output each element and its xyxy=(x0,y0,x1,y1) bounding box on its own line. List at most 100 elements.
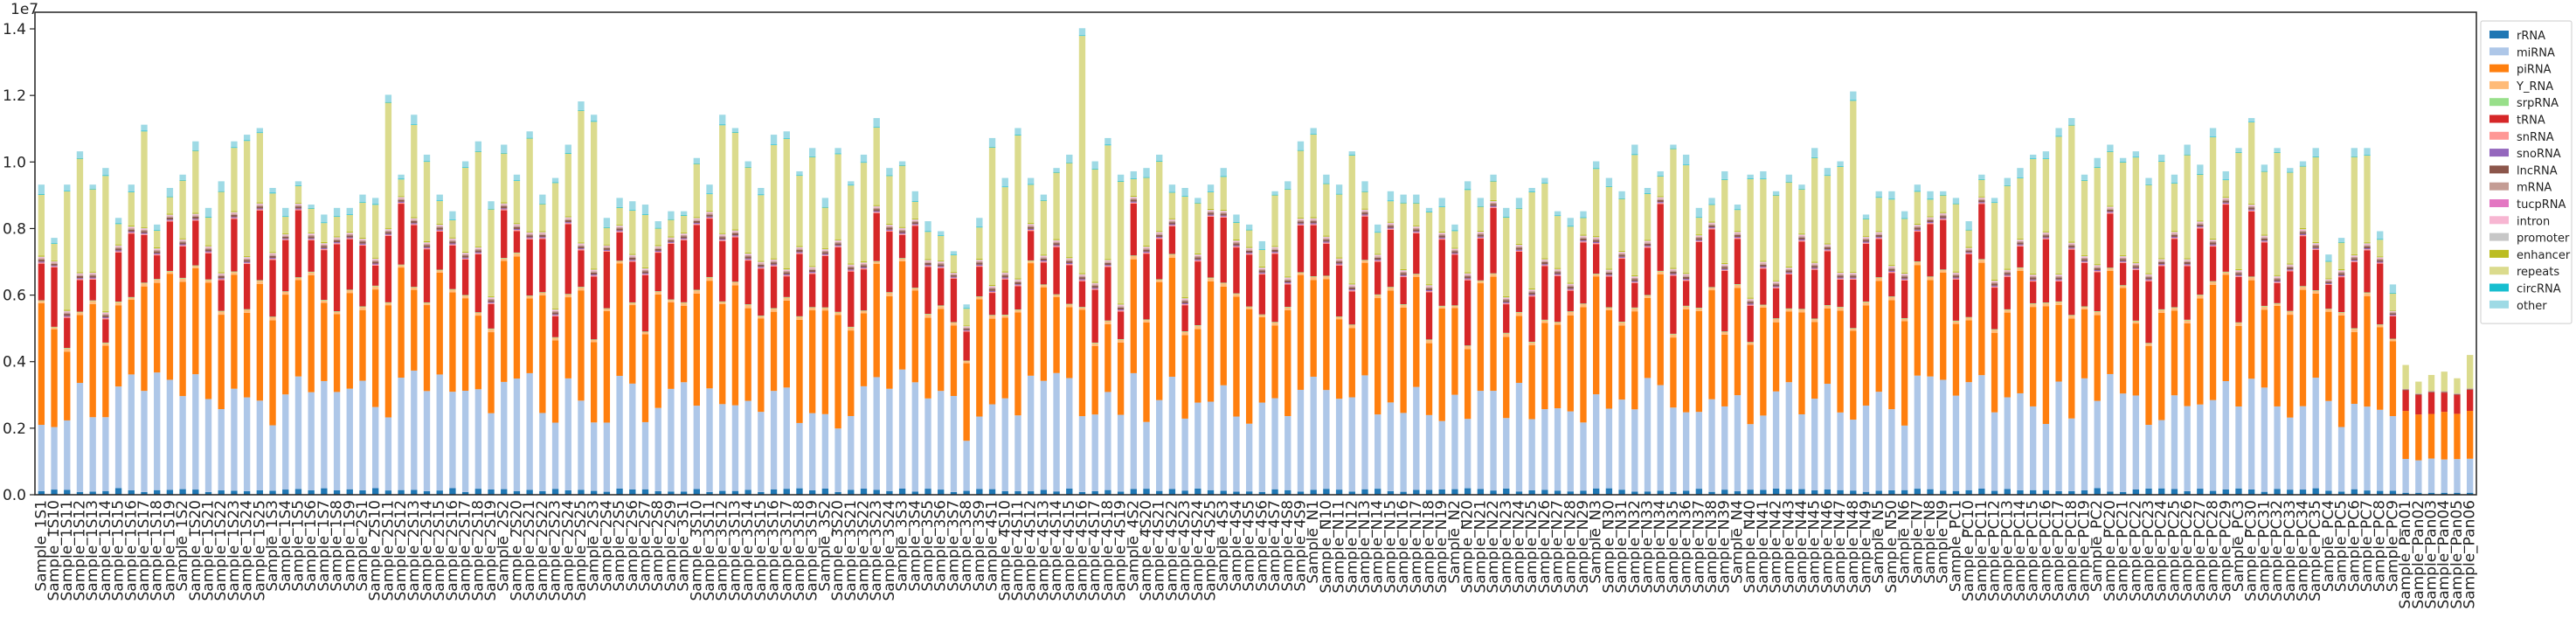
bar-segment-rRNA xyxy=(963,490,970,495)
bar-segment-tRNA xyxy=(89,279,96,301)
bar-segment-piRNA xyxy=(629,305,636,384)
bar-segment-repeats xyxy=(2312,156,2319,242)
bar-segment-tRNA xyxy=(128,233,135,297)
bar-segment-promoter xyxy=(449,238,456,240)
bar-segment-mRNA xyxy=(616,226,623,229)
bar-segment-srpRNA xyxy=(1978,259,1985,260)
bar-segment-snRNA xyxy=(539,238,546,240)
bar-segment-mRNA xyxy=(886,226,893,228)
bar-segment-piRNA xyxy=(1130,259,1137,373)
bar-segment-piRNA xyxy=(2197,298,2204,405)
bar-segment-enhancer xyxy=(1528,288,1535,290)
bar-segment-lncRNA xyxy=(2055,277,2062,280)
bar-segment-Y_RNA xyxy=(1040,285,1048,288)
bar-segment-snoRNA xyxy=(231,217,238,219)
bar-segment-repeats xyxy=(1195,203,1201,253)
bar-segment-enhancer xyxy=(513,223,521,225)
bar-segment-srpRNA xyxy=(76,311,84,313)
bar-segment-mRNA xyxy=(269,254,276,256)
bar-segment-circRNA xyxy=(1824,175,1832,177)
bar-segment-intron xyxy=(1991,281,1998,282)
bar-segment-snRNA xyxy=(1361,215,1368,217)
bar-segment-mRNA xyxy=(706,213,713,215)
bar-segment-promoter xyxy=(231,212,238,213)
x-tick-label: Sample_PC28 xyxy=(2205,500,2222,601)
bar-segment-tRNA xyxy=(256,210,264,281)
bar-segment-miRNA xyxy=(333,392,341,490)
bar-segment-mRNA xyxy=(744,255,751,257)
bar-segment-mRNA xyxy=(2197,223,2204,225)
bar-segment-snoRNA xyxy=(2364,247,2371,250)
bar-segment-piRNA xyxy=(2042,306,2050,424)
bar-segment-rRNA xyxy=(924,489,931,495)
bar-segment-piRNA xyxy=(2466,411,2474,459)
bar-segment-miRNA xyxy=(693,406,700,490)
bar-segment-tRNA xyxy=(1541,266,1548,320)
y-tick-label: 0.2 xyxy=(3,420,26,438)
x-tick-label: Sample_3S20 xyxy=(829,500,847,601)
bar-segment-snoRNA xyxy=(1156,237,1163,239)
bar-segment-piRNA xyxy=(474,316,482,390)
bar-segment-lncRNA xyxy=(551,312,559,315)
x-tick-label: Sample_1S11 xyxy=(59,500,76,601)
bar-segment-tRNA xyxy=(2287,271,2294,311)
bar-segment-promoter xyxy=(2351,254,2358,256)
x-tick-label: Sample_PC14 xyxy=(2012,500,2029,601)
bar-segment-promoter xyxy=(1477,232,1485,233)
bar-segment-piRNA xyxy=(1927,280,1934,377)
bar-segment-rRNA xyxy=(911,491,918,495)
bar-segment-piRNA xyxy=(783,300,790,388)
x-tick-label: Sample_N47 xyxy=(1832,500,1849,594)
bar-segment-repeats xyxy=(2287,172,2294,264)
bar-segment-intron xyxy=(706,212,713,214)
bar-segment-intron xyxy=(2017,240,2024,241)
bar-segment-circRNA xyxy=(988,146,996,148)
bar-segment-other xyxy=(2209,128,2217,137)
bar-segment-intron xyxy=(1772,281,1780,283)
x-tick-label: Sample_1S22 xyxy=(212,500,230,601)
bar-segment-lncRNA xyxy=(192,216,199,219)
bar-segment-other xyxy=(1156,154,1163,162)
bar-segment-circRNA xyxy=(1721,178,1728,180)
bar-segment-circRNA xyxy=(346,214,353,215)
bar-segment-repeats xyxy=(1348,155,1355,284)
bar-segment-other xyxy=(1593,161,1600,169)
bar-segment-tRNA xyxy=(1001,279,1008,316)
bar-segment-rRNA xyxy=(1618,490,1625,495)
bar-segment-mRNA xyxy=(294,205,302,207)
bar-segment-piRNA xyxy=(1040,287,1048,381)
bar-segment-lncRNA xyxy=(1053,243,1060,246)
x-tick-label: Sample_Pan01 xyxy=(2397,500,2414,609)
bar-segment-enhancer xyxy=(89,271,96,273)
bar-segment-snoRNA xyxy=(796,252,803,253)
bar-segment-other xyxy=(1580,211,1587,218)
bar-segment-intron xyxy=(1233,240,1240,243)
bar-segment-Y_RNA xyxy=(911,288,918,291)
bar-segment-Y_RNA xyxy=(1001,315,1008,318)
bar-segment-repeats xyxy=(449,219,456,238)
bar-segment-snRNA xyxy=(1914,230,1921,233)
x-tick-label: Sample_N37 xyxy=(1690,500,1707,594)
bar-segment-circRNA xyxy=(2222,179,2229,181)
bar-segment-repeats xyxy=(770,145,778,259)
bar-segment-rRNA xyxy=(1811,490,1818,495)
bar-segment-other xyxy=(719,115,726,125)
bar-segment-Y_RNA xyxy=(2017,267,2024,271)
bar-segment-miRNA xyxy=(2351,403,2358,490)
bar-segment-miRNA xyxy=(128,374,135,490)
bar-segment-srpRNA xyxy=(2209,281,2217,282)
bar-segment-mRNA xyxy=(243,258,251,260)
bar-segment-piRNA xyxy=(384,305,392,418)
bar-segment-circRNA xyxy=(808,156,816,157)
bar-segment-enhancer xyxy=(423,241,431,243)
bar-segment-circRNA xyxy=(1053,171,1060,173)
bar-segment-intron xyxy=(1721,264,1728,266)
bar-segment-rRNA xyxy=(2171,489,2178,495)
bar-segment-srpRNA xyxy=(834,311,841,313)
bar-segment-piRNA xyxy=(411,289,418,371)
bar-segment-tRNA xyxy=(911,226,918,288)
bar-segment-snoRNA xyxy=(513,228,521,231)
bar-segment-snoRNA xyxy=(1772,286,1780,288)
bar-segment-circRNA xyxy=(2119,162,2127,163)
bar-segment-tRNA xyxy=(282,240,289,292)
